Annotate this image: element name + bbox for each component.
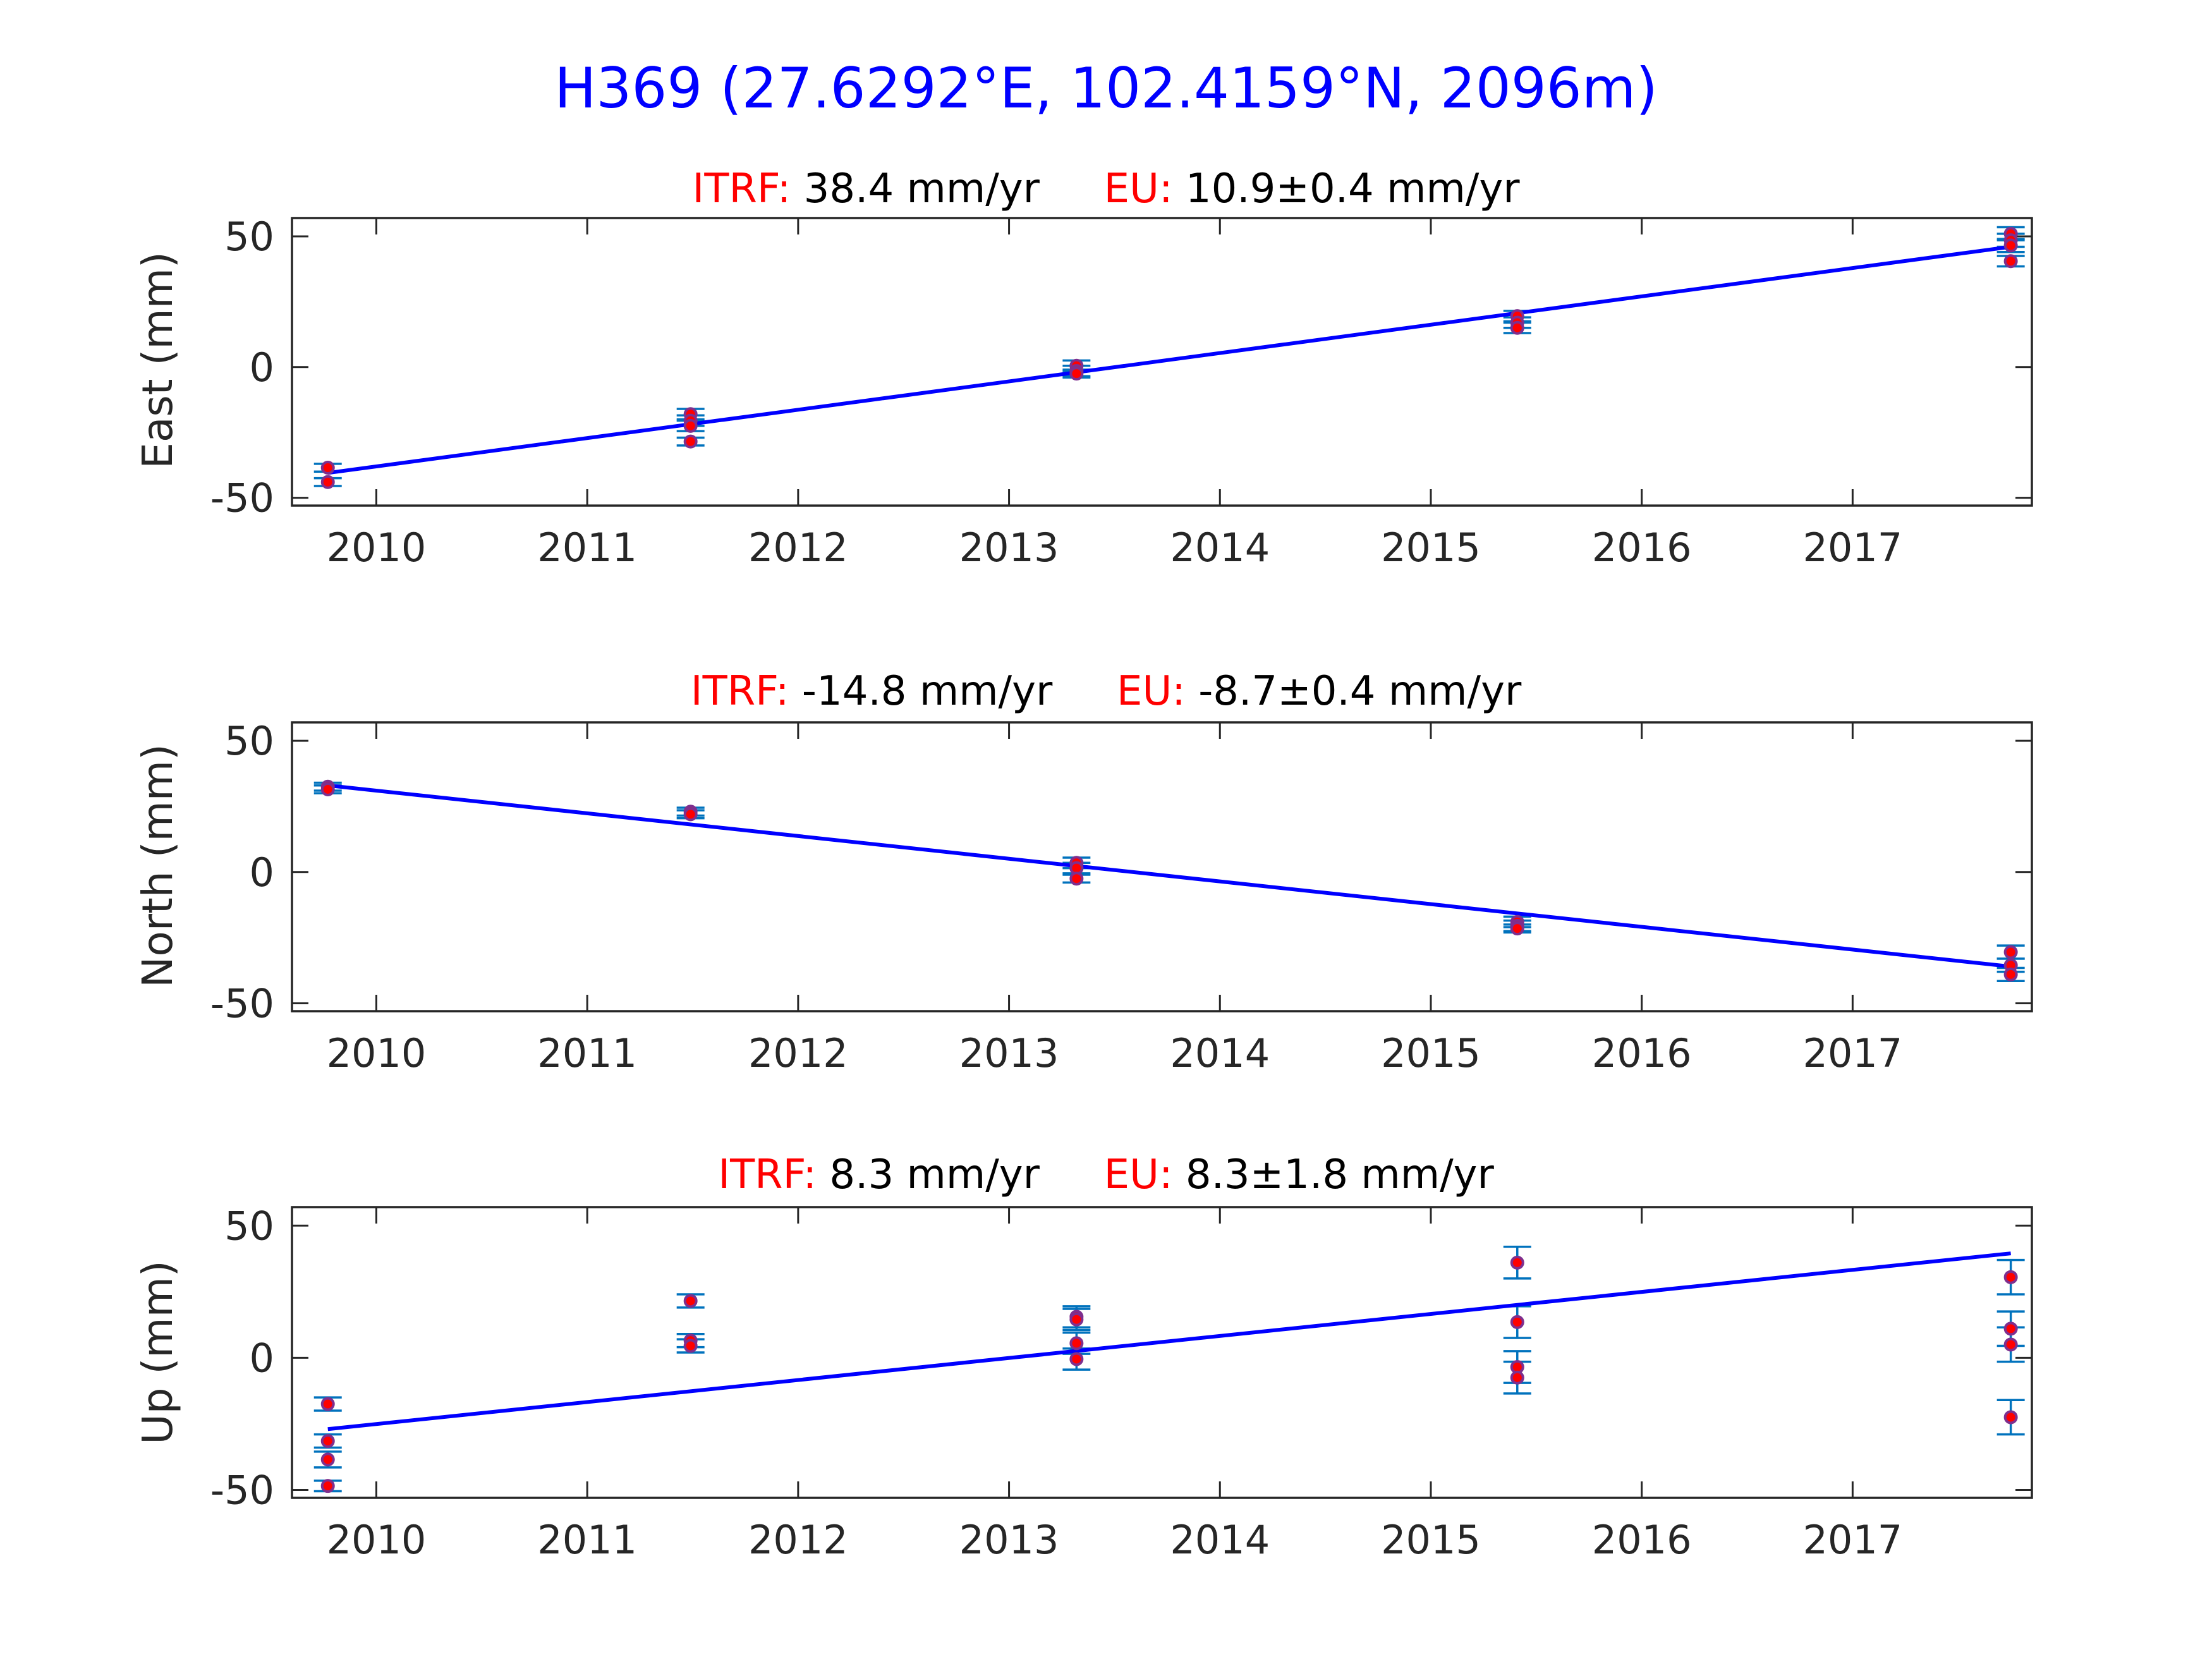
up-data-point [1069,1352,1084,1366]
north-fit-line [327,783,2011,969]
east-xtick-label: 2010 [327,525,427,571]
up-subtitle: ITRF: 8.3 mm/yr EU: 8.3±1.8 mm/yr [718,1152,1494,1198]
east-data-point [320,461,335,475]
north-xtick-label: 2013 [959,1030,1059,1076]
north-ylabel: North (mm) [133,744,182,988]
up-ylabel: Up (mm) [133,1260,182,1444]
east-ytick-label: 0 [250,344,274,391]
east-data-point [1069,367,1084,381]
up-plot-area: 2010 2011 2012 2013 2014 2015 2016 2017 -50 0 50 [210,1203,2033,1563]
east-panel: ITRF: 38.4 mm/yr EU: 10.9±0.4 mm/yr East… [133,166,2033,571]
up-itrf-value: 8.3 mm/yr [829,1152,1040,1198]
east-data-point [2003,238,2018,253]
north-xtick-label: 2015 [1381,1030,1481,1076]
east-eu-value: 10.9±0.4 mm/yr [1186,166,1520,212]
up-ytick-label: 0 [250,1335,274,1381]
east-itrf-value: 38.4 mm/yr [804,166,1040,212]
east-xtick-label: 2014 [1170,525,1270,571]
east-ytick-label: -50 [210,475,274,521]
up-data-point [320,1434,335,1449]
up-xtick-label: 2010 [327,1517,427,1563]
figure-title: H369 (27.6292°E, 102.4159°N, 2096m) [554,56,1658,121]
north-data-point [2003,967,2018,981]
north-ytick-label: 0 [250,849,274,896]
east-itrf-label: ITRF: [692,166,791,212]
north-xtick-label: 2011 [537,1030,637,1076]
north-itrf-value: -14.8 mm/yr [802,668,1053,715]
east-xtick-label: 2013 [959,525,1059,571]
north-plot-area: 2010 2011 2012 2013 2014 2015 2016 2017 -50 0 50 [210,718,2033,1076]
east-fit-line [327,245,2012,475]
up-data-point [1069,1336,1084,1351]
north-subtitle: ITRF: -14.8 mm/yr EU: -8.7±0.4 mm/yr [691,668,1522,715]
up-xtick-label: 2017 [1802,1517,1902,1563]
up-ytick-label: -50 [210,1467,274,1513]
up-data-point [1510,1255,1524,1270]
north-data-point [1069,872,1084,886]
east-plot-area: 2010 2011 2012 2013 2014 2015 2016 2017 -50 0 50 [210,214,2033,571]
up-data-point [1510,1370,1524,1385]
north-ytick-label: -50 [210,981,274,1027]
up-xtick-label: 2013 [959,1517,1059,1563]
up-ytick-label: 50 [224,1203,274,1249]
up-eu-label: EU: [1104,1152,1173,1198]
up-fit-line [327,1251,2011,1431]
up-data-point [2003,1322,2018,1336]
up-xtick-label: 2015 [1381,1517,1481,1563]
north-data-point [320,782,335,796]
north-axes-box [291,721,2033,1012]
east-xtick-label: 2017 [1802,525,1902,571]
north-data-point [2003,945,2018,959]
up-xtick-label: 2016 [1592,1517,1692,1563]
east-ytick-label: 50 [224,214,274,260]
up-data-point [2003,1337,2018,1352]
up-panel: ITRF: 8.3 mm/yr EU: 8.3±1.8 mm/yr Up (mm… [133,1152,2033,1563]
north-eu-value: -8.7±0.4 mm/yr [1198,668,1522,715]
east-xtick-label: 2015 [1381,525,1481,571]
up-xtick-label: 2011 [537,1517,637,1563]
north-ytick-label: 50 [224,718,274,764]
up-data-point [2003,1270,2018,1284]
east-xtick-label: 2011 [537,525,637,571]
north-data-point [1510,921,1524,936]
up-data-point [320,1479,335,1493]
north-panel: ITRF: -14.8 mm/yr EU: -8.7±0.4 mm/yr Nor… [133,668,2033,1076]
up-itrf-label: ITRF: [718,1152,817,1198]
east-eu-label: EU: [1104,166,1173,212]
north-xtick-label: 2016 [1592,1030,1692,1076]
north-xtick-label: 2012 [748,1030,848,1076]
north-eu-label: EU: [1117,668,1186,715]
up-data-point [1069,1312,1084,1327]
up-data-point [683,1294,698,1308]
east-data-point [683,434,698,449]
north-xtick-label: 2010 [327,1030,427,1076]
north-itrf-label: ITRF: [691,668,789,715]
east-data-point [1510,320,1524,335]
east-xtick-label: 2016 [1592,525,1692,571]
north-xtick-label: 2014 [1170,1030,1270,1076]
east-data-point [683,418,698,433]
up-data-point [320,1452,335,1467]
east-axes-box [291,217,2033,507]
east-xtick-label: 2012 [748,525,848,571]
east-data-point [320,475,335,489]
up-data-point [2003,1410,2018,1425]
east-subtitle: ITRF: 38.4 mm/yr EU: 10.9±0.4 mm/yr [692,166,1520,212]
east-ylabel: East (mm) [133,252,182,468]
up-data-point [683,1339,698,1353]
east-data-point [2003,254,2018,269]
up-eu-value: 8.3±1.8 mm/yr [1186,1152,1495,1198]
up-xtick-label: 2012 [748,1517,848,1563]
north-xtick-label: 2017 [1802,1030,1902,1076]
up-axes-box [291,1206,2033,1499]
up-data-point [320,1397,335,1411]
north-data-point [683,807,698,822]
up-data-point [1510,1315,1524,1329]
up-xtick-label: 2014 [1170,1517,1270,1563]
